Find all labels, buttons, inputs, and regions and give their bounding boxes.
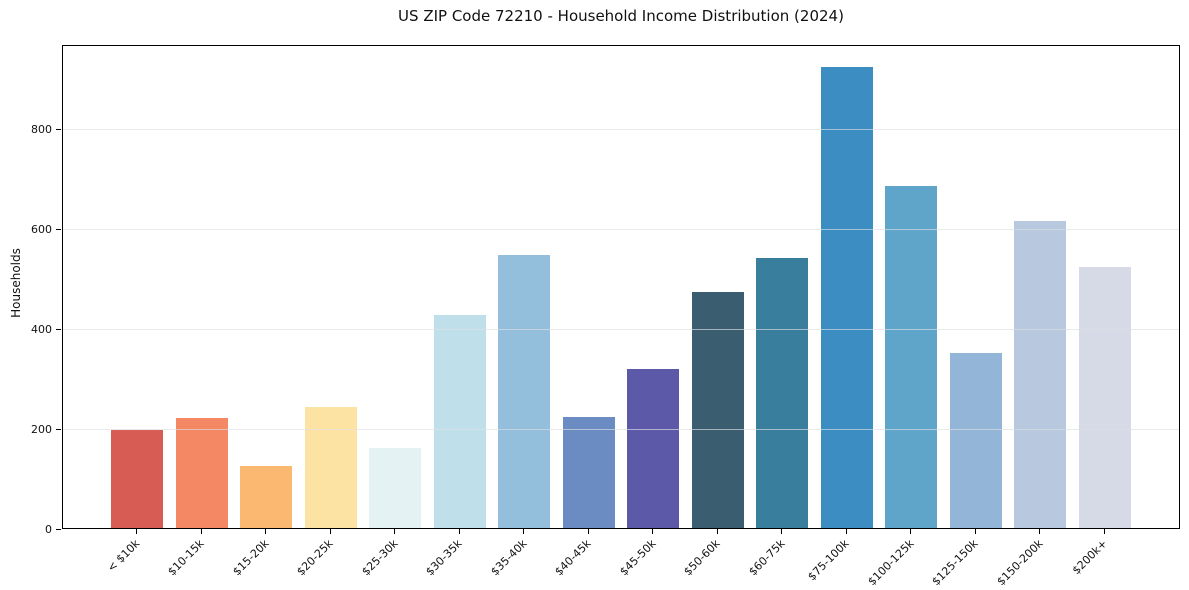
bar-$200k+: [1078, 266, 1131, 528]
bar-$15-20k: [240, 466, 292, 528]
bar-$125-150k: [949, 353, 1002, 528]
x-tick-mark: [265, 529, 266, 534]
x-tick-mark: [136, 529, 137, 534]
y-tick-label: 400: [31, 323, 52, 336]
y-tick-mark: [56, 529, 61, 530]
x-tick-mark: [587, 529, 589, 534]
bar-$30-35k: [433, 314, 486, 528]
bar-< $10k: [111, 430, 163, 528]
bar-$100-125k: [885, 186, 937, 528]
bar-$25-30k: [369, 448, 421, 528]
bar-$75-100k: [820, 67, 873, 528]
x-tick-mark: [652, 529, 653, 534]
y-tick-mark: [56, 229, 61, 230]
y-tick-label: 800: [31, 123, 52, 136]
x-tick-mark: [1039, 529, 1040, 534]
x-tick-mark: [1103, 529, 1105, 534]
y-gridline-600: [63, 229, 1179, 230]
y-tick-label: 600: [31, 223, 52, 236]
y-gridline-200: [63, 429, 1179, 430]
bar-$50-60k: [691, 292, 744, 528]
x-tick-mark: [974, 529, 976, 534]
y-gridline-800: [63, 129, 1179, 130]
y-tick-label: 0: [45, 523, 52, 536]
x-tick-mark: [523, 529, 524, 534]
bar-$60-75k: [756, 257, 808, 528]
x-tick-mark: [458, 529, 460, 534]
bar-$35-40k: [498, 254, 550, 528]
y-gridline-400: [63, 329, 1179, 330]
y-tick-mark: [56, 429, 61, 430]
x-tick-mark: [781, 529, 782, 534]
plot-area: [62, 45, 1180, 529]
y-tick-mark: [56, 129, 61, 130]
bar-$10-15k: [175, 417, 228, 528]
y-axis-label: Households: [9, 248, 23, 318]
x-tick-mark: [329, 529, 331, 534]
bar-$40-45k: [562, 416, 615, 528]
x-tick-mark: [716, 529, 718, 534]
x-tick-mark: [910, 529, 911, 534]
y-tick-label: 200: [31, 423, 52, 436]
x-tick-mark: [394, 529, 395, 534]
bar-$45-50k: [627, 369, 679, 528]
chart-title: US ZIP Code 72210 - Household Income Dis…: [398, 7, 844, 25]
bar-$150-200k: [1014, 221, 1066, 528]
x-tick-mark: [845, 529, 847, 534]
y-tick-mark: [56, 329, 61, 330]
bar-$20-25k: [304, 407, 357, 528]
x-tick-mark: [200, 529, 202, 534]
